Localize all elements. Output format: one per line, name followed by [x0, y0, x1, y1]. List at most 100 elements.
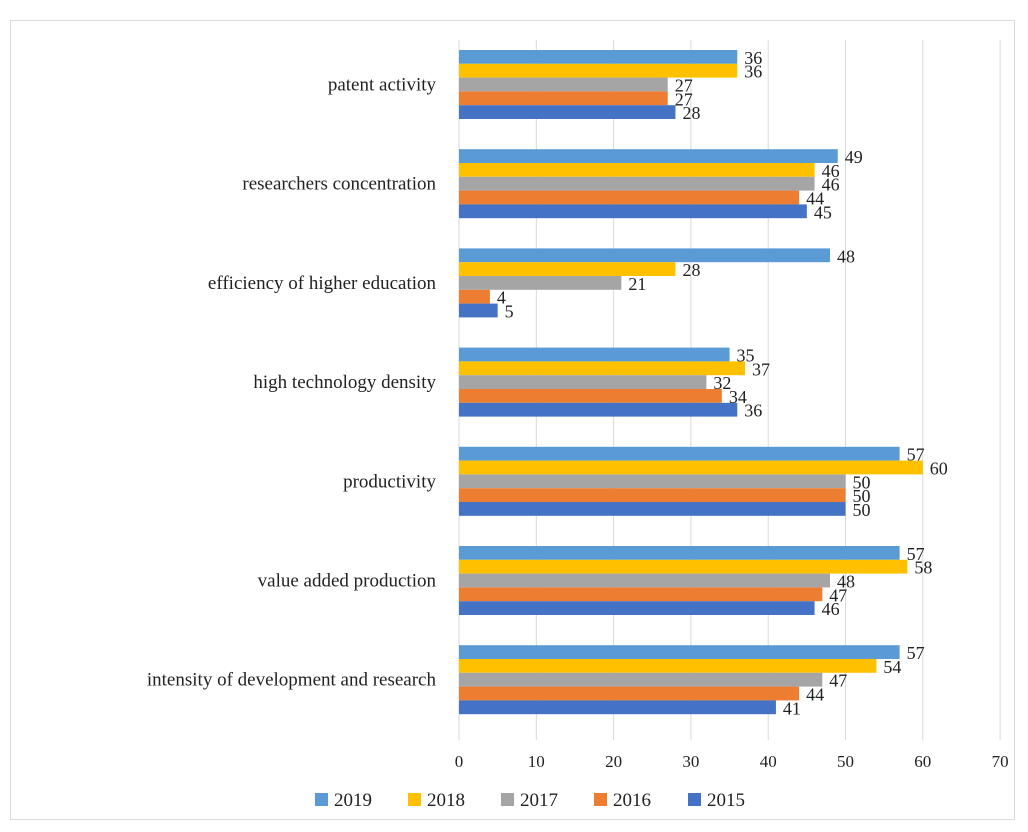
legend-label: 2015 — [707, 790, 745, 811]
legend-label: 2016 — [613, 790, 651, 811]
data-label: 48 — [837, 246, 855, 266]
chart-frame — [10, 20, 1015, 820]
bar — [459, 686, 800, 701]
x-tick-label: 20 — [605, 752, 622, 771]
data-label: 27 — [675, 76, 693, 96]
data-label: 50 — [853, 472, 871, 492]
category-label: productivity — [343, 471, 436, 492]
x-tick-label: 50 — [837, 752, 854, 771]
data-label: 50 — [853, 500, 871, 520]
bar — [459, 488, 846, 502]
bar — [459, 105, 676, 119]
data-label: 36 — [744, 62, 762, 82]
data-label: 47 — [829, 585, 847, 605]
data-label: 27 — [675, 89, 693, 109]
bar — [459, 700, 776, 715]
data-label: 45 — [814, 202, 832, 222]
x-axis-ticks: 0 10 20 30 40 50 60 70 — [455, 752, 1009, 771]
legend-label: 2019 — [334, 790, 372, 811]
legend-label: 2017 — [520, 790, 558, 811]
bar — [459, 248, 831, 263]
category-labels: patent activity researchers concentration… — [147, 75, 437, 691]
bar — [459, 672, 823, 687]
category-label: value added production — [258, 571, 437, 592]
data-label: 5 — [505, 302, 514, 322]
data-label: 34 — [729, 387, 747, 407]
bar — [459, 645, 900, 659]
data-label: 57 — [907, 544, 925, 564]
legend: 2019 2018 2017 2016 2015 — [315, 790, 745, 811]
bar — [459, 163, 815, 177]
bar — [459, 474, 846, 489]
x-tick-label: 60 — [914, 752, 931, 771]
legend-swatch — [688, 793, 701, 806]
x-tick-label: 0 — [455, 752, 464, 771]
data-label: 37 — [752, 359, 770, 379]
data-label: 28 — [682, 103, 700, 123]
legend-swatch — [594, 793, 607, 806]
category-label: high technology density — [253, 372, 436, 393]
bar — [459, 402, 738, 417]
bar — [459, 77, 668, 92]
bar — [459, 446, 900, 461]
bar — [459, 389, 722, 403]
data-label: 57 — [907, 643, 925, 663]
bar — [459, 347, 730, 362]
data-label: 50 — [853, 486, 871, 506]
data-label: 46 — [822, 175, 840, 195]
legend-label: 2018 — [427, 790, 465, 811]
category-label: efficiency of higher education — [208, 273, 437, 294]
data-label: 36 — [744, 401, 762, 421]
category-label: patent activity — [328, 75, 437, 96]
bar — [459, 546, 900, 560]
data-label: 32 — [713, 373, 731, 393]
legend-swatch — [501, 793, 514, 806]
data-label: 36 — [744, 48, 762, 68]
legend-swatch — [315, 793, 328, 806]
x-tick-label: 40 — [760, 752, 777, 771]
bar — [459, 149, 838, 163]
data-label: 46 — [822, 161, 840, 181]
bar — [459, 659, 877, 673]
legend-swatch — [408, 793, 421, 806]
data-label: 46 — [822, 599, 840, 619]
data-label: 47 — [829, 671, 847, 691]
bar — [459, 601, 815, 615]
bar — [459, 289, 490, 304]
category-label: researchers concentration — [242, 174, 436, 195]
bar — [459, 559, 908, 574]
data-label: 35 — [737, 346, 755, 366]
bar — [459, 204, 807, 219]
data-label: 58 — [914, 558, 932, 578]
bar — [459, 190, 800, 205]
data-label: 4 — [497, 288, 506, 308]
bar — [459, 176, 815, 191]
bar — [459, 375, 707, 389]
bar — [459, 573, 831, 588]
bars — [459, 50, 923, 715]
x-tick-label: 30 — [682, 752, 699, 771]
data-label: 60 — [930, 459, 948, 479]
bar — [459, 460, 923, 475]
x-tick-label: 10 — [528, 752, 545, 771]
bar — [459, 276, 622, 290]
bar — [459, 262, 676, 276]
data-label: 57 — [907, 445, 925, 465]
data-labels: 3636272728494646444548282145353732343657… — [497, 48, 948, 718]
bar — [459, 303, 498, 318]
data-label: 48 — [837, 572, 855, 592]
bar — [459, 587, 823, 602]
data-label: 21 — [628, 274, 646, 294]
data-label: 44 — [806, 685, 824, 705]
data-label: 54 — [883, 657, 901, 677]
bar — [459, 63, 738, 78]
bar — [459, 361, 746, 376]
bar — [459, 502, 846, 516]
data-label: 28 — [682, 260, 700, 280]
data-label: 41 — [783, 698, 801, 718]
category-label: intensity of development and research — [147, 670, 437, 691]
bar — [459, 50, 738, 64]
data-label: 44 — [806, 189, 824, 209]
bar — [459, 91, 668, 106]
